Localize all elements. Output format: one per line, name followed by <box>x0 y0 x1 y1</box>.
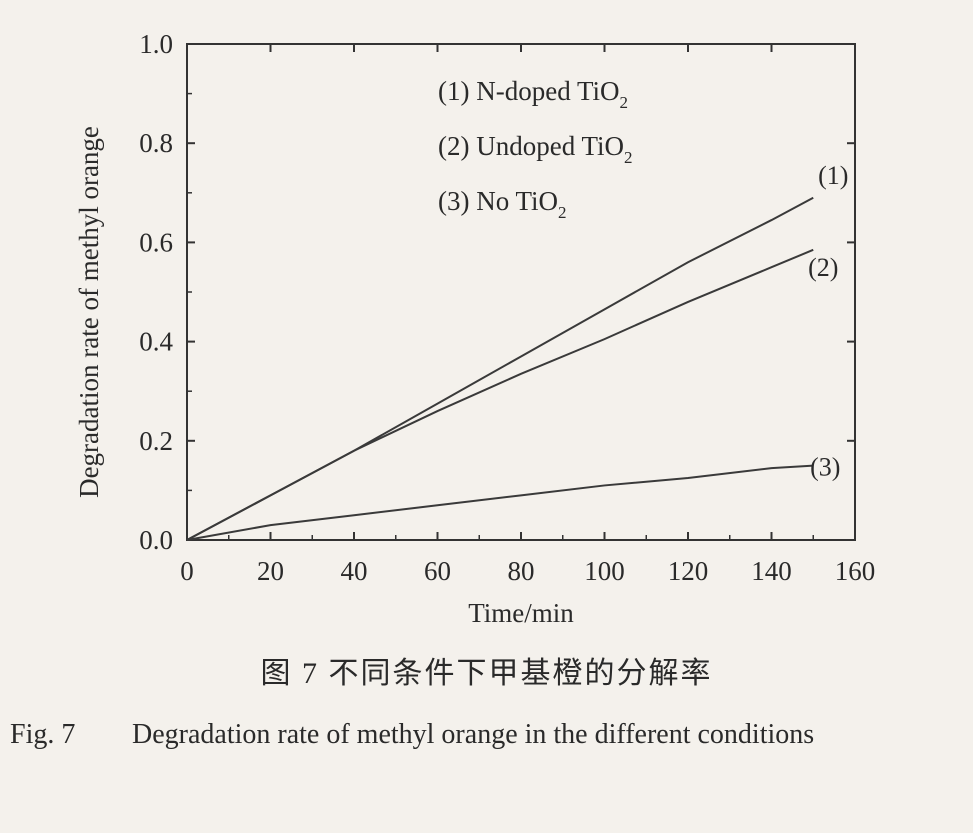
x-tick-label: 80 <box>508 556 535 586</box>
y-axis-title: Degradation rate of methyl orange <box>74 126 104 498</box>
x-tick-label: 100 <box>584 556 625 586</box>
x-tick-label: 20 <box>257 556 284 586</box>
y-tick-label: 1.0 <box>139 29 173 59</box>
line-chart: 0 20 40 60 80 100 120 140 160 0.0 0.2 0.4 0.6 0.8 1.0 T… <box>74 29 876 628</box>
legend-entry-1: (1) N-doped TiO2 <box>438 76 628 112</box>
plot-frame <box>186 43 856 541</box>
y-tick-label: 0.6 <box>139 227 173 257</box>
series-end-label-1: (1) <box>818 161 848 190</box>
series-end-label-3: (3) <box>810 453 840 482</box>
series-line-3 <box>186 464 814 541</box>
x-tick-label: 0 <box>180 556 194 586</box>
x-tick-label: 120 <box>668 556 709 586</box>
caption-chinese: 图 7 不同条件下甲基橙的分解率 <box>260 657 713 690</box>
x-tick-label: 60 <box>424 556 451 586</box>
y-tick-label: 0.2 <box>139 426 173 456</box>
legend-entry-3: (3) No TiO2 <box>438 186 567 222</box>
legend-entry-2: (2) Undoped TiO2 <box>438 131 633 167</box>
y-tick-label: 0.4 <box>139 327 173 357</box>
series-line-2 <box>186 248 814 541</box>
caption-figure-label: Fig. 7 <box>10 719 76 750</box>
y-tick-label: 0.8 <box>139 128 173 158</box>
x-axis-title: Time/min <box>468 598 574 628</box>
x-tick-label: 40 <box>341 556 368 586</box>
x-tick-label: 140 <box>751 556 792 586</box>
series-end-label-2: (2) <box>808 253 838 282</box>
y-tick-label: 0.0 <box>139 525 173 555</box>
x-tick-label: 160 <box>835 556 876 586</box>
caption-figure-text: Degradation rate of methyl orange in the… <box>132 719 815 750</box>
